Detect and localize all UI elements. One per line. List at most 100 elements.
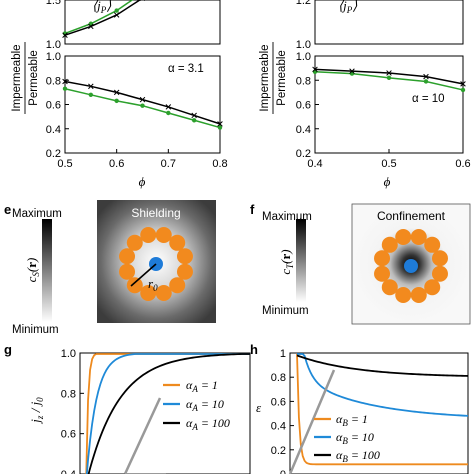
panel-h-ytick-label: 0 xyxy=(280,469,286,474)
top-left-upper-point xyxy=(88,23,94,30)
top-left-lower-ytick-label: 0.6 xyxy=(46,100,61,112)
top-right-lower-point xyxy=(423,79,429,84)
top-left-lower-point xyxy=(140,103,145,108)
colorbar-f xyxy=(296,219,306,302)
panel-h-ytick-label: 0.4 xyxy=(271,421,286,433)
top-left-lower-point xyxy=(88,83,94,90)
colorbar-e-label: cS(r) xyxy=(24,258,41,283)
panel-h-ytick-label: 0.6 xyxy=(271,396,286,408)
top-right-lower-point xyxy=(386,75,392,81)
top-right-xlabel: ϕ xyxy=(384,174,391,189)
top-left-upper-ytick-label: 1.0 xyxy=(46,39,61,51)
panel-h-series-line xyxy=(296,353,468,466)
top-left-upper-axes xyxy=(64,0,221,45)
top-left-lower-point xyxy=(217,121,223,127)
panel-g-ytick-label: 1.0 xyxy=(61,348,76,360)
top-left-lower-point xyxy=(88,92,94,98)
shielding-orange-particle xyxy=(176,263,193,280)
panel-g-series-line xyxy=(87,353,250,474)
shielding-orange-particle xyxy=(176,248,193,265)
panel-g-ytick-label: 0.4 xyxy=(61,469,76,474)
shielding-orange-particle xyxy=(119,248,136,265)
top-left-xtick-label: 0.7 xyxy=(161,158,176,170)
top-left-lower-point xyxy=(191,112,197,119)
panel-h: h 0 0.2 0.4 0.6 0.8 1 αB = 1 αB = 10 αB = 100 ε xyxy=(250,342,469,474)
top-right-lower-point xyxy=(349,68,355,74)
confinement-orange-particle xyxy=(395,229,412,246)
top-left-lower-point xyxy=(62,86,68,91)
panel-h-legend-label: αB = 100 xyxy=(336,448,380,464)
panel-h-ytick-label: 1 xyxy=(280,348,286,360)
top-right-lower-ytick-label: 0.6 xyxy=(296,100,311,112)
shielding-orange-particle xyxy=(155,284,172,301)
top-right-lower-point xyxy=(312,66,318,73)
confinement-orange-particle xyxy=(374,265,391,282)
top-right-lower-ytick-label: 0.4 xyxy=(296,124,311,136)
confinement-orange-particle xyxy=(424,279,441,296)
shielding-orange-particle xyxy=(155,227,172,244)
panel-g-legend-label: αA = 1 xyxy=(186,378,218,394)
panel-letter-e: e xyxy=(4,202,11,217)
ylabel-impermeable: Impermeable xyxy=(11,44,23,111)
confinement-orange-particle xyxy=(431,265,448,282)
panel-g-ytick-label: 0.6 xyxy=(61,429,76,441)
shielding-orange-particle xyxy=(119,263,136,280)
top-left-lower-point xyxy=(191,118,197,123)
panel-h-legend-label: αB = 1 xyxy=(336,412,368,428)
panel-g-ytick-label: 0.8 xyxy=(61,388,76,400)
shielding-orange-particle xyxy=(140,284,157,301)
shielding-orange-particle xyxy=(140,227,157,244)
ylabel-permeable: Permeable xyxy=(276,50,288,106)
top-right-lower-ytick-label: 0.2 xyxy=(296,148,311,160)
top-left-lower-point xyxy=(165,104,172,110)
panel-g-axes xyxy=(79,352,251,474)
radius-label: r0 xyxy=(148,276,158,293)
shielding-orange-particle xyxy=(169,234,186,251)
top-left-lower-point xyxy=(217,125,223,130)
ylabel-permeable: Permeable xyxy=(28,50,40,106)
top-left-upper-point xyxy=(113,12,120,18)
top-right-upper-ytick-label: 1.0 xyxy=(296,39,311,51)
confinement-orange-particle xyxy=(381,236,398,253)
top-right-lower-point xyxy=(423,73,429,80)
colorbar-e-min: Minimum xyxy=(12,324,59,336)
chart-top-right: 1.01.21.4 0.20.40.60.81.00.40.50.6 ⟨jP⟩ … xyxy=(259,0,471,189)
top-left-xlabel: ϕ xyxy=(139,174,146,189)
confinement-orange-particle xyxy=(410,286,427,303)
shielding-orange-particle xyxy=(169,277,186,294)
shielding-orange-particle xyxy=(126,277,143,294)
top-left-upper-ytick-label: 1.5 xyxy=(46,0,61,7)
colorbar-f-label: cT(r) xyxy=(278,249,295,274)
top-right-upper-axes xyxy=(314,0,464,45)
confinement-orange-particle xyxy=(381,279,398,296)
top-left-upper-point xyxy=(62,32,68,38)
colorbar-f-min: Minimum xyxy=(262,305,309,317)
top-right-ylabel: Impermeable Permeable xyxy=(259,42,288,114)
chart-top-left: 1.01.52.0 0.20.40.60.81.00.50.60.70.8 ⟨j… xyxy=(11,0,228,189)
top-left-xtick-label: 0.5 xyxy=(57,158,72,170)
panel-e: e Maximum Minimum cS(r) Shielding r0 xyxy=(4,200,216,336)
top-right-lower-ytick-label: 0.8 xyxy=(296,75,311,87)
top-right-lower-point xyxy=(460,87,466,93)
top-left-lower-ytick-label: 0.8 xyxy=(46,75,61,87)
panel-h-axes xyxy=(289,352,469,474)
top-right-lower-point xyxy=(386,70,392,76)
panel-h-gray-line xyxy=(288,369,336,474)
top-left-upper-series-line xyxy=(64,0,142,36)
panel-letter-h: h xyxy=(250,342,258,357)
top-right-lower-ytick-label: 1.0 xyxy=(296,51,311,63)
panel-h-legend-label: αB = 10 xyxy=(336,430,374,446)
panel-h-ytick-label: 0.2 xyxy=(271,445,286,457)
top-right-lower-series-line xyxy=(314,71,464,91)
confinement-orange-particle xyxy=(424,236,441,253)
top-left-lower-point xyxy=(166,110,171,116)
top-right-upper-ytick-label: 1.2 xyxy=(296,0,311,7)
top-left-upper-series-line xyxy=(64,0,134,35)
top-left-lower-point xyxy=(114,98,119,104)
top-left-xtick-label: 0.8 xyxy=(212,158,227,170)
panel-h-series-line xyxy=(296,354,469,377)
confinement-orange-particle xyxy=(374,250,391,267)
confinement-orange-particle xyxy=(395,286,412,303)
top-left-lower-point xyxy=(139,96,146,103)
top-left-ylabel: Impermeable Permeable xyxy=(11,42,40,114)
